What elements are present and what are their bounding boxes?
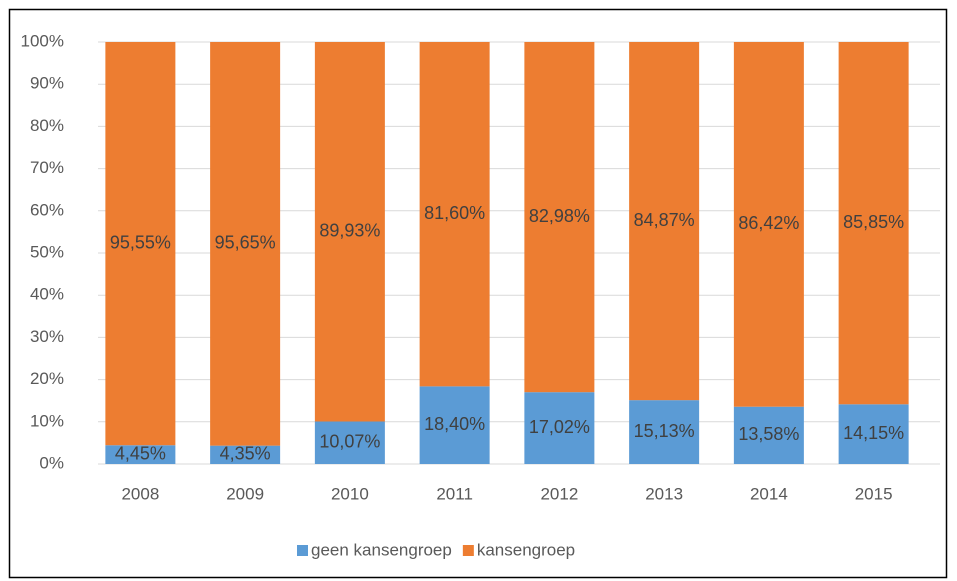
data-label: 89,93% <box>319 221 380 241</box>
bar-segment <box>524 392 595 464</box>
y-tick-label: 90% <box>30 74 64 93</box>
bar-segment <box>105 42 176 446</box>
x-tick-label: 2012 <box>540 484 578 503</box>
data-label: 14,15% <box>843 423 904 443</box>
data-label: 18,40% <box>424 414 485 434</box>
bar-segment <box>838 42 909 405</box>
x-tick-label: 2010 <box>331 484 369 503</box>
data-label: 86,42% <box>738 213 799 233</box>
data-label: 4,45% <box>115 443 166 463</box>
x-tick-label: 2011 <box>436 484 473 503</box>
data-label: 17,02% <box>529 417 590 437</box>
bar-segment <box>629 42 700 401</box>
data-label: 15,13% <box>634 421 695 441</box>
bar-segment <box>314 42 385 422</box>
legend-swatch <box>297 545 308 556</box>
data-label: 4,35% <box>220 444 271 464</box>
legend-label: geen kansengroep <box>311 540 452 559</box>
bar-segment <box>629 400 700 464</box>
x-tick-label: 2014 <box>750 484 788 503</box>
x-tick-label: 2013 <box>645 484 683 503</box>
x-tick-label: 2015 <box>855 484 893 503</box>
legend-label: kansengroep <box>477 540 575 559</box>
data-label: 95,55% <box>110 232 171 252</box>
bar-segment <box>733 42 804 407</box>
y-tick-label: 100% <box>21 31 64 50</box>
y-tick-label: 0% <box>39 453 64 472</box>
y-tick-label: 80% <box>30 116 64 135</box>
data-label: 81,60% <box>424 203 485 223</box>
bar-segment <box>838 404 909 464</box>
bar-segment <box>733 406 804 464</box>
data-label: 13,58% <box>738 424 799 444</box>
x-tick-label: 2008 <box>121 484 159 503</box>
data-label: 85,85% <box>843 212 904 232</box>
data-label: 10,07% <box>319 432 380 452</box>
legend-swatch <box>462 545 474 556</box>
y-tick-label: 30% <box>30 327 64 346</box>
data-label: 84,87% <box>634 210 695 230</box>
bar-segment <box>105 445 176 464</box>
data-label: 82,98% <box>529 206 590 226</box>
y-tick-label: 70% <box>30 158 64 177</box>
bar-segment <box>419 386 490 464</box>
y-tick-label: 50% <box>30 242 64 261</box>
data-label: 95,65% <box>215 233 276 253</box>
y-tick-label: 20% <box>30 369 64 388</box>
bar-segment <box>210 445 281 464</box>
bar-segment <box>419 42 490 387</box>
y-tick-label: 60% <box>30 200 64 219</box>
bar-segment <box>210 42 281 446</box>
bar-segment <box>524 42 595 393</box>
y-tick-label: 10% <box>30 411 64 430</box>
x-tick-label: 2009 <box>226 484 264 503</box>
bar-segment <box>314 421 385 464</box>
y-tick-label: 40% <box>30 285 64 304</box>
